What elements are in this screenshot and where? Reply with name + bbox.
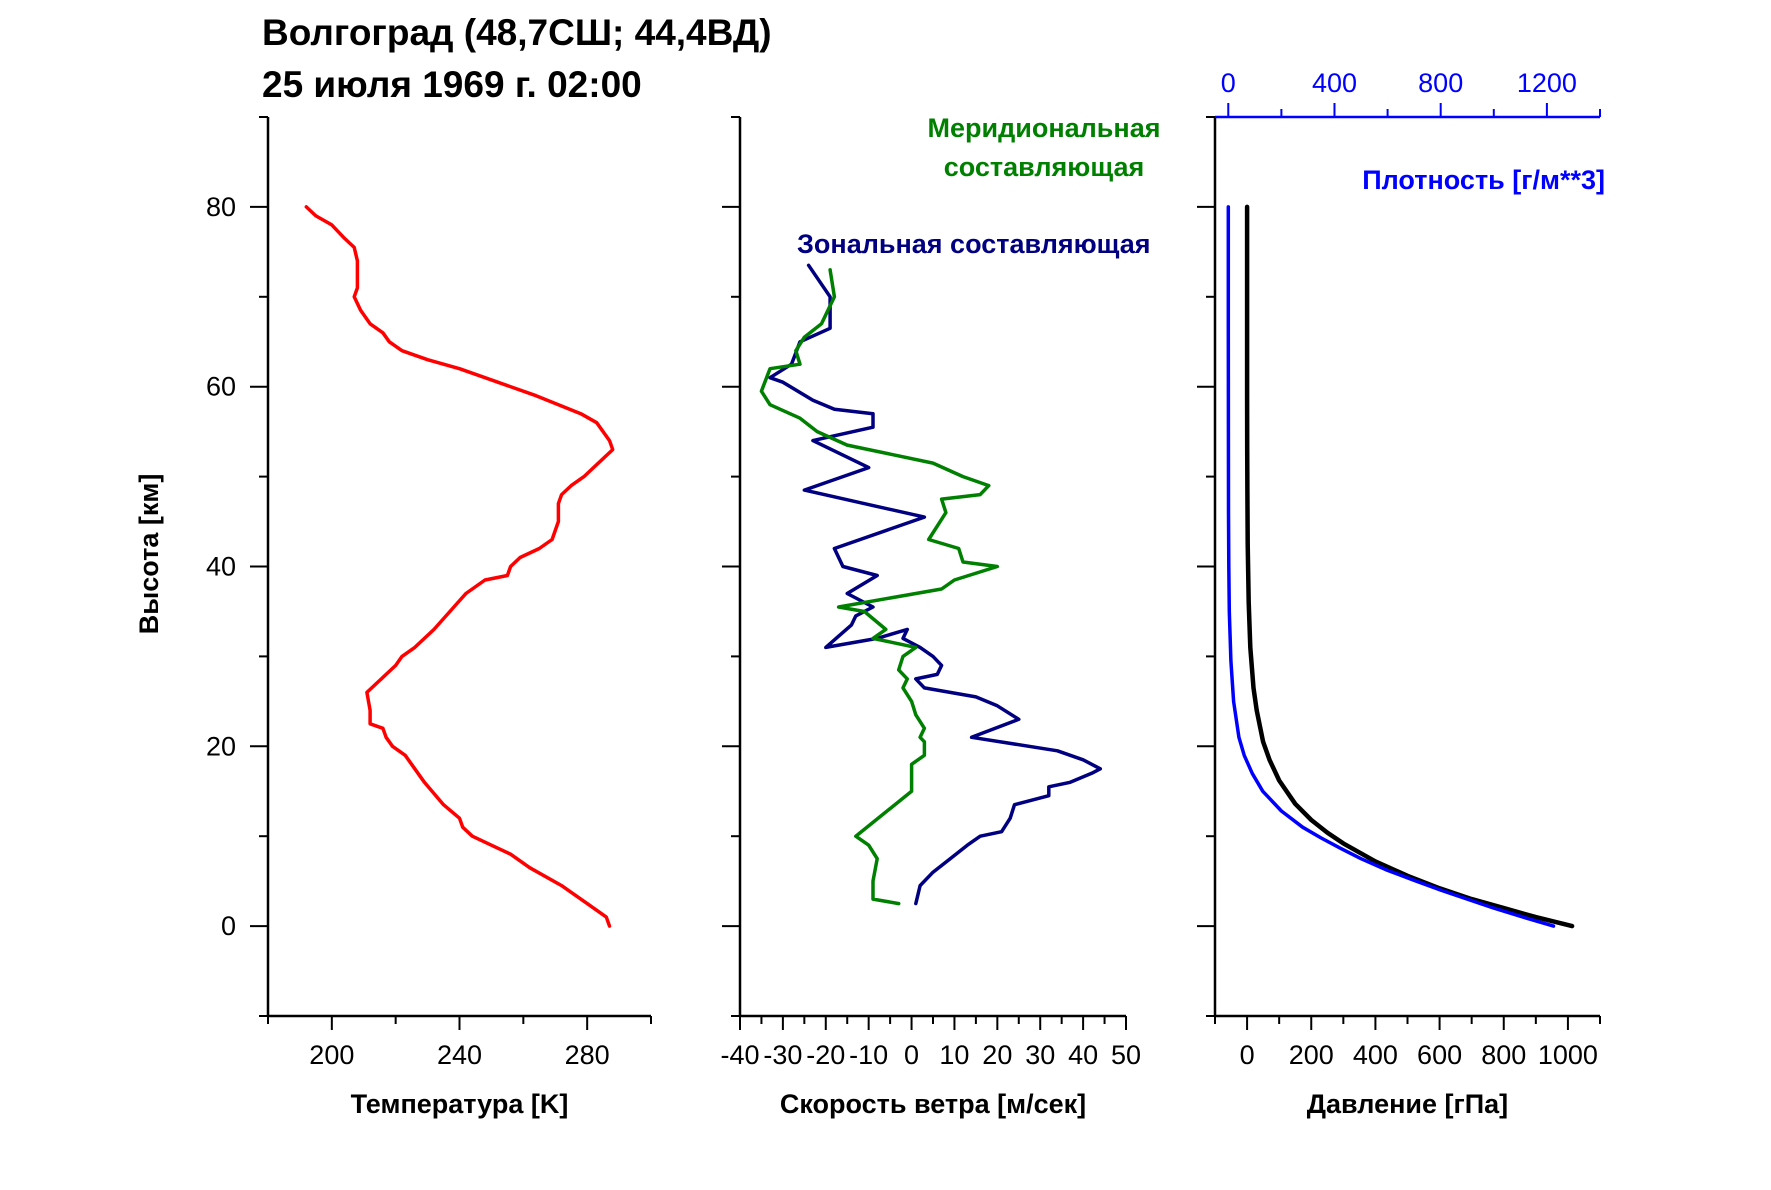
x-tick-label-pressure_density: 800 [1481, 1040, 1526, 1070]
series-line-density [1226, 205, 1556, 928]
x-axis-title-pressure_density: Давление [гПа] [1307, 1089, 1508, 1119]
zonal-series-label: Зональная составляющая [797, 229, 1151, 259]
meridional-series-label-line1: Меридиональная [928, 113, 1161, 143]
series-line-meridional [759, 268, 1000, 906]
x-tick-label-wind: 40 [1068, 1040, 1098, 1070]
series-line-pressure [1244, 204, 1575, 929]
y-tick-label: 40 [206, 552, 236, 582]
top-axis-tick-label: 800 [1418, 68, 1463, 98]
panel-temperature: 0 20 40 60 80 200 240 280 Температура [K] [206, 116, 652, 1119]
x-tick-label-wind: 50 [1111, 1040, 1141, 1070]
top-axis-tick-label: 400 [1312, 68, 1357, 98]
top-axis-tick-label: 0 [1221, 68, 1236, 98]
x-tick-label-wind: -10 [849, 1040, 888, 1070]
y-tick-label: 20 [206, 731, 236, 761]
x-tick-label-pressure_density: 1000 [1538, 1040, 1598, 1070]
x-tick-label-pressure_density: 200 [1289, 1040, 1334, 1070]
panel-wind: -40 -30 -20 -10 0 10 20 30 40 50 Скорость ветра [м… [720, 113, 1160, 1119]
y-axis-title: Высота [км] [134, 474, 164, 635]
x-tick-label-pressure_density: 600 [1417, 1040, 1462, 1070]
y-tick-label: 80 [206, 192, 236, 222]
panel-pressure_density: 0 200 400 600 800 1000 Давление [гПа] 0 400 800 12… [1197, 68, 1605, 1119]
y-tick-label: 60 [206, 372, 236, 402]
x-axis-title-temperature: Температура [K] [351, 1089, 569, 1119]
x-tick-label-wind: -40 [720, 1040, 759, 1070]
chart-title-line1: Волгоград (48,7СШ; 44,4ВД) [262, 12, 772, 53]
x-axis-title-wind: Скорость ветра [м/сек] [780, 1089, 1086, 1119]
x-tick-label-wind: 0 [904, 1040, 919, 1070]
x-tick-label-pressure_density: 400 [1353, 1040, 1398, 1070]
series-line-zonal [768, 263, 1103, 906]
x-tick-label-wind: 30 [1025, 1040, 1055, 1070]
x-tick-label-temperature: 240 [437, 1040, 482, 1070]
density-series-label: Плотность [г/м**3] [1362, 165, 1605, 195]
y-tick-label: 0 [221, 911, 236, 941]
series-line-temperature [304, 205, 615, 928]
x-tick-label-wind: -30 [763, 1040, 802, 1070]
x-tick-label-temperature: 200 [309, 1040, 354, 1070]
meridional-series-label-line2: составляющая [944, 152, 1145, 182]
x-tick-label-temperature: 280 [565, 1040, 610, 1070]
x-tick-label-pressure_density: 0 [1240, 1040, 1255, 1070]
chart-title-line2: 25 июля 1969 г. 02:00 [262, 64, 642, 105]
top-axis-tick-label: 1200 [1517, 68, 1577, 98]
x-tick-label-wind: 20 [982, 1040, 1012, 1070]
x-tick-label-wind: -20 [806, 1040, 845, 1070]
x-tick-label-wind: 10 [939, 1040, 969, 1070]
